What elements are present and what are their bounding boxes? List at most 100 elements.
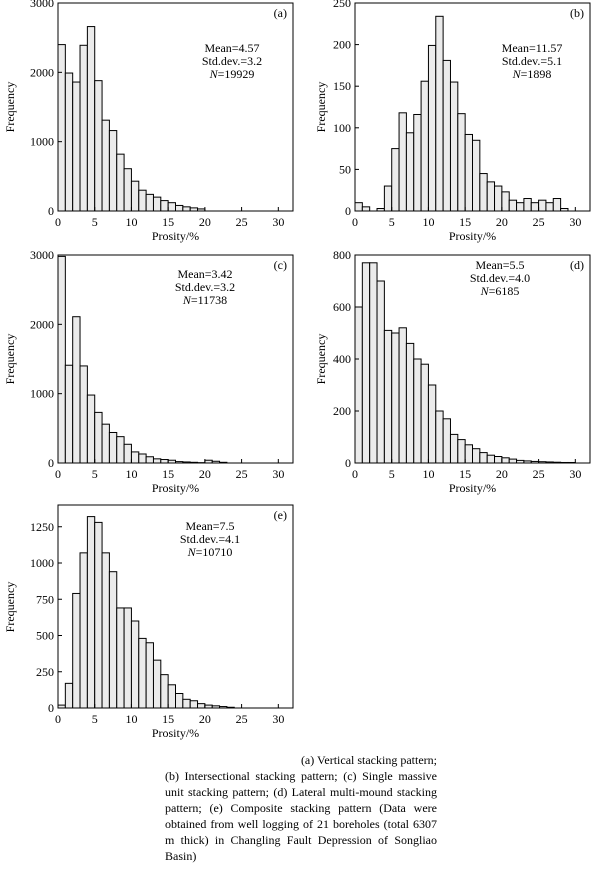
x-tick-label: 30 (569, 215, 581, 229)
figure-caption: (a) Vertical stacking pattern; (b) Inter… (165, 752, 437, 864)
histogram-bar (86, 26, 96, 212)
histogram-bar (160, 200, 169, 212)
histogram-bar (449, 81, 459, 212)
stats-mean: Mean=11.57 (502, 41, 563, 55)
stats-mean: Mean=3.42 (177, 267, 232, 281)
x-tick-label: 0 (55, 215, 61, 229)
x-tick-label: 10 (125, 467, 137, 481)
panel-label: (a) (274, 6, 287, 20)
histogram-bar (530, 202, 540, 212)
stats-n-symbol: N (182, 293, 192, 307)
stats-n-symbol: N (209, 67, 219, 81)
histogram-bar (145, 642, 154, 709)
x-tick-label: 15 (162, 467, 174, 481)
y-tick-label: 600 (333, 300, 351, 314)
x-axis-label: Prosity/% (449, 229, 496, 243)
x-tick-label: 10 (422, 215, 434, 229)
y-axis-label: Frequency (314, 334, 328, 385)
y-tick-label: 750 (36, 592, 54, 606)
histogram-bar (479, 173, 488, 212)
y-tick-label: 1000 (30, 556, 54, 570)
x-tick-label: 20 (496, 215, 508, 229)
histogram-bar (383, 329, 393, 464)
stats-n: N=1898 (512, 67, 552, 81)
x-axis-label: Prosity/% (152, 481, 199, 495)
y-tick-label: 3000 (30, 0, 54, 10)
histogram-bar (138, 637, 147, 709)
histogram-bar (464, 444, 474, 464)
histogram-bar (138, 453, 147, 464)
histogram-bar (94, 521, 103, 709)
histogram-bar (72, 316, 81, 464)
x-tick-label: 0 (55, 467, 61, 481)
stats-std-dev: Std.dev.=3.2 (202, 54, 262, 68)
histogram-bar (138, 189, 147, 212)
y-tick-label: 0 (345, 204, 351, 218)
histogram-bar (420, 80, 429, 212)
histogram-bar (116, 153, 125, 212)
y-tick-label: 0 (48, 456, 54, 470)
histogram-bar (383, 185, 393, 212)
stats-n-value: =10710 (196, 545, 233, 559)
histogram-bar (79, 365, 88, 464)
panel-label: (d) (570, 258, 584, 272)
stats-mean: Mean=4.57 (204, 41, 259, 55)
x-tick-label: 5 (92, 215, 98, 229)
histogram-bar (427, 384, 437, 464)
histogram-bar (101, 423, 110, 464)
histogram-bar (457, 113, 466, 212)
histogram-bar (57, 255, 66, 464)
histogram-bar (391, 332, 400, 464)
histogram-bar (108, 571, 118, 709)
histogram-bar (160, 674, 169, 709)
y-tick-label: 3000 (30, 248, 54, 262)
histogram-bar (494, 456, 503, 464)
histogram-bar (101, 119, 110, 212)
histogram-bar (442, 59, 451, 212)
chart-panel-a: 0 5 10 15 20 25 30 0 1000 2000 3000 Prosity/% Freque… (3, 0, 294, 243)
x-axis-label: Prosity/% (152, 726, 199, 740)
stats-n: N=10710 (187, 545, 233, 559)
chart-panel-b: 0 5 10 15 20 25 30 0 50 100 150 200 250 Prosity/% Freq… (314, 0, 591, 243)
stats-std-dev: Std.dev.=4.1 (180, 532, 240, 546)
x-tick-label: 15 (162, 712, 174, 726)
histogram-bar (516, 202, 525, 212)
x-tick-label: 0 (352, 467, 358, 481)
histogram-bar (391, 148, 400, 212)
histogram-bar (130, 451, 140, 464)
histogram-bar (376, 280, 385, 464)
y-axis-label: Frequency (3, 334, 17, 385)
histogram-bar (130, 180, 140, 212)
x-tick-label: 15 (459, 215, 471, 229)
stats-n: N=19929 (209, 67, 255, 81)
histogram-bar (116, 436, 125, 464)
histogram-bar (413, 113, 422, 212)
x-tick-label: 0 (55, 712, 61, 726)
y-axis-label: Frequency (3, 82, 17, 133)
chart-panel-c: 0 5 10 15 20 25 30 0 1000 2000 3000 Prosity/% Freque… (3, 248, 294, 495)
x-tick-label: 5 (389, 215, 395, 229)
x-tick-label: 25 (236, 467, 248, 481)
histogram-bar (354, 202, 363, 212)
plot-frame (354, 2, 591, 212)
x-tick-label: 5 (92, 712, 98, 726)
y-tick-label: 100 (333, 121, 351, 135)
histogram-bar (94, 80, 103, 212)
x-tick-label: 25 (236, 215, 248, 229)
x-tick-label: 15 (162, 215, 174, 229)
y-tick-label: 50 (339, 162, 351, 176)
x-tick-label: 5 (92, 467, 98, 481)
histogram-bar (472, 139, 481, 212)
histogram-bar (167, 684, 177, 709)
histogram-bar (508, 458, 518, 464)
x-axis-label: Prosity/% (152, 229, 199, 243)
plot-frame (57, 504, 294, 709)
histogram-bar (130, 620, 140, 709)
x-tick-label: 25 (533, 215, 545, 229)
histogram-bar (398, 112, 407, 212)
histogram-bar (57, 44, 66, 212)
stats-mean: Mean=5.5 (475, 258, 524, 272)
y-axis-label: Frequency (3, 582, 17, 633)
stats-n: N=11738 (182, 293, 227, 307)
